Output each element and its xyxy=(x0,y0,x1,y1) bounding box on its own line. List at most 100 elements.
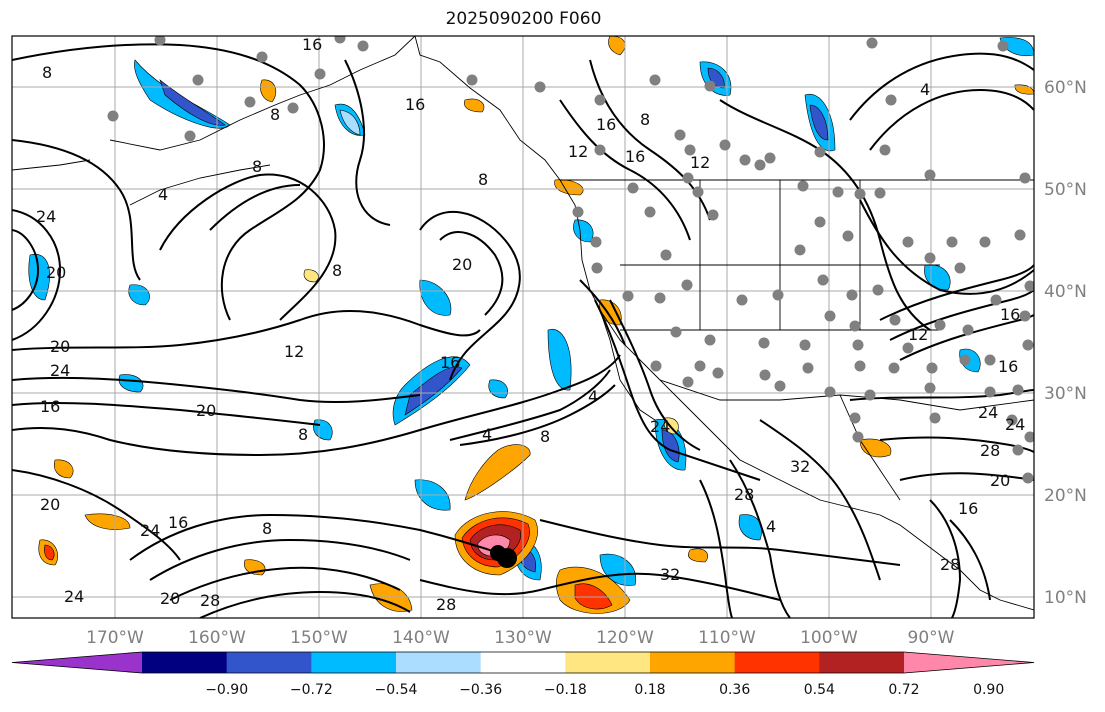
contour-label: 12 xyxy=(568,142,588,161)
contour-label: 12 xyxy=(690,153,710,172)
contour-label: 24 xyxy=(50,361,70,380)
contour-label: 8 xyxy=(478,170,488,189)
negative-patch xyxy=(159,79,226,126)
contour-lines xyxy=(12,43,1034,618)
lon-tick-label: 170°W xyxy=(86,628,144,648)
contour-label: 20 xyxy=(40,495,60,514)
contour-label: 16 xyxy=(168,513,188,532)
contour-label: 16 xyxy=(440,353,460,372)
contour-label: 20 xyxy=(50,337,70,356)
grid-lines xyxy=(12,36,1034,618)
contour-label: 28 xyxy=(436,595,456,614)
lat-tick-label: 30°N xyxy=(1044,384,1087,404)
lon-tick-label: 90°W xyxy=(908,628,955,648)
negative-patch xyxy=(118,374,144,393)
colorbar-bin xyxy=(819,652,905,673)
colorbar-tick-label: −0.18 xyxy=(544,682,587,698)
colorbar-outline xyxy=(11,651,1035,674)
lon-tick-label: 160°W xyxy=(188,628,246,648)
lon-tick-label: 110°W xyxy=(698,628,756,648)
lon-tick-label: 100°W xyxy=(800,628,858,648)
negative-patch xyxy=(404,366,463,416)
colorbar-tick-label: −0.36 xyxy=(459,682,502,698)
contour-label: 16 xyxy=(1000,305,1020,324)
positive-patch xyxy=(464,98,485,113)
colorbar-bin xyxy=(226,652,312,673)
contour-label: 16 xyxy=(596,115,616,134)
colorbar-bin xyxy=(650,652,736,673)
contour-label: 8 xyxy=(262,519,272,538)
positive-patch xyxy=(303,269,319,283)
contour-label: 12 xyxy=(284,342,304,361)
negative-patch xyxy=(339,109,361,136)
contour-label: 4 xyxy=(588,387,598,406)
contour-label: 20 xyxy=(452,255,472,274)
contour-label: 20 xyxy=(160,589,180,608)
lon-tick-label: 130°W xyxy=(494,628,552,648)
contour-label: 24 xyxy=(1005,415,1025,434)
colorbar-tick-label: 0.18 xyxy=(634,682,665,698)
positive-patch xyxy=(688,548,709,563)
colorbar-tick-label: 0.36 xyxy=(719,682,750,698)
contour-label: 28 xyxy=(200,591,220,610)
contour-label: 16 xyxy=(40,397,60,416)
colorbar-bin xyxy=(734,652,820,673)
contour-label: 24 xyxy=(140,521,160,540)
contour-label: 32 xyxy=(790,457,810,476)
contour-label: 16 xyxy=(998,357,1018,376)
lon-tick-label: 150°W xyxy=(290,628,348,648)
plot-frame xyxy=(11,35,1035,619)
negative-patch xyxy=(547,328,572,391)
lat-tick-label: 10°N xyxy=(1044,588,1087,608)
contour-label: 24 xyxy=(36,207,56,226)
positive-patch xyxy=(859,438,892,458)
positive-patch xyxy=(574,583,613,610)
lon-tick-label: 120°W xyxy=(596,628,654,648)
positive-patch xyxy=(84,513,131,530)
lat-tick-labels: 60°N 50°N 40°N 30°N 20°N 10°N xyxy=(1044,78,1087,608)
positive-patch xyxy=(260,79,277,103)
lat-tick-label: 60°N xyxy=(1044,78,1087,98)
negative-patch xyxy=(661,429,680,463)
colorbar-tick-label: −0.72 xyxy=(290,682,333,698)
contour-label: 16 xyxy=(958,499,978,518)
contour-label: 24 xyxy=(978,403,998,422)
negative-patch xyxy=(573,219,594,243)
colorbar-bin xyxy=(142,652,228,673)
lon-tick-label: 140°W xyxy=(392,628,450,648)
contour-label: 8 xyxy=(540,427,550,446)
map-title: 2025090200 F060 xyxy=(445,9,602,29)
colorbar: −0.90 −0.72 −0.54 −0.36 −0.18 0.18 0.36 0.54 0.7… xyxy=(11,651,1035,698)
contour-label: 24 xyxy=(650,417,670,436)
negative-patch xyxy=(128,284,150,306)
colorbar-extend-high xyxy=(904,652,1034,673)
contour-label: 8 xyxy=(252,157,262,176)
contour-label: 16 xyxy=(302,35,322,54)
contour-labels: 8 16 8 16 4 8 16 12 16 12 8 4 8 24 20 8 … xyxy=(36,35,1025,614)
contour-label: 4 xyxy=(482,425,492,444)
lon-tick-labels: 170°W 160°W 150°W 140°W 130°W 120°W 110°… xyxy=(86,628,955,648)
contour-label: 8 xyxy=(42,63,52,82)
contour-label: 8 xyxy=(270,105,280,124)
negative-patch xyxy=(419,279,452,316)
contour-label: 4 xyxy=(158,185,168,204)
station-dots xyxy=(107,36,1034,484)
contour-label: 8 xyxy=(332,261,342,280)
contour-label: 28 xyxy=(980,441,1000,460)
colorbar-tick-label: −0.90 xyxy=(205,682,248,698)
positive-patch xyxy=(464,444,531,501)
contour-label: 28 xyxy=(940,555,960,574)
positive-patch xyxy=(53,459,74,479)
positive-patch xyxy=(44,544,55,561)
negative-patch xyxy=(707,67,725,89)
negative-patch xyxy=(738,514,762,541)
colorbar-tick-label: 0.90 xyxy=(973,682,1004,698)
lat-tick-label: 50°N xyxy=(1044,180,1087,200)
contour-label: 16 xyxy=(405,95,425,114)
lat-tick-label: 20°N xyxy=(1044,486,1087,506)
cyclone-marker xyxy=(490,545,517,568)
contour-label: 20 xyxy=(46,263,66,282)
colorbar-bin xyxy=(311,652,397,673)
colorbar-bin xyxy=(396,652,482,673)
